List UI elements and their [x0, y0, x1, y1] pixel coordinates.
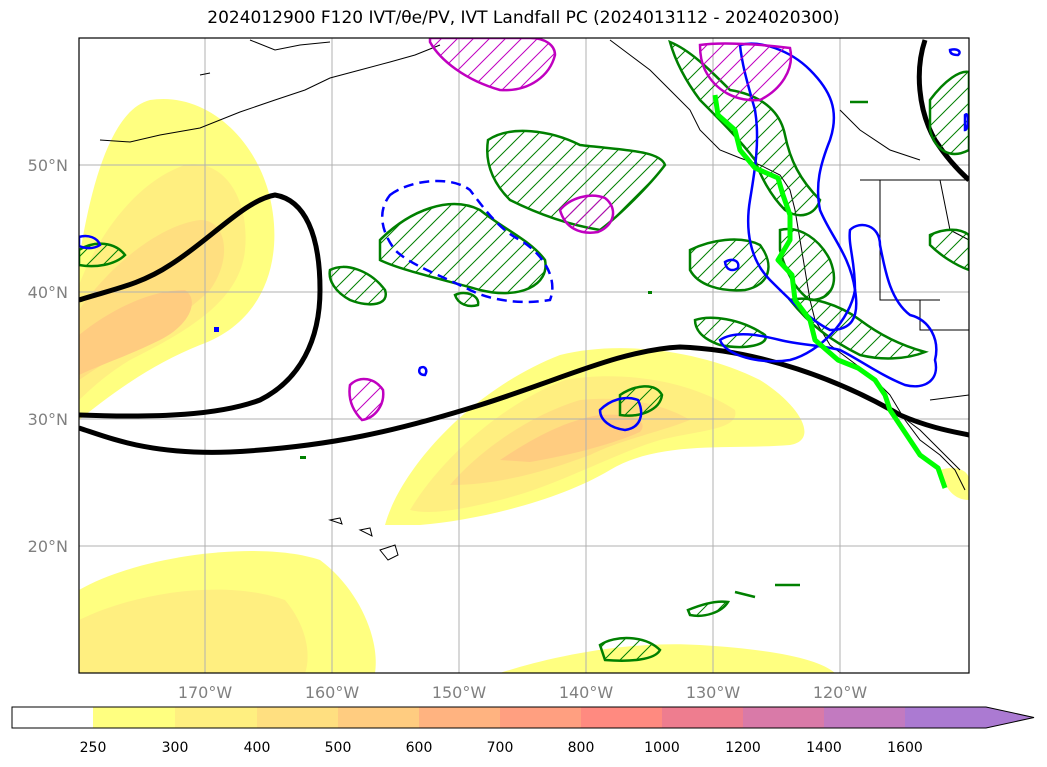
colorbar-segment [175, 707, 257, 728]
lon-label: 160°W [305, 683, 360, 702]
colorbar-segment [419, 707, 500, 728]
pc-positive-contours [79, 39, 969, 662]
landfall-line [712, 94, 948, 489]
lon-label: 150°W [432, 683, 487, 702]
pv-contours [348, 38, 793, 422]
colorbar-segment [743, 707, 824, 728]
colorbar-segment [500, 707, 581, 728]
small-pc-marker [214, 327, 219, 332]
lon-label: 120°W [813, 683, 868, 702]
map-area [79, 38, 969, 673]
lon-label: 170°W [178, 683, 233, 702]
colorbar-tick: 250 [80, 740, 107, 756]
colorbar-tick: 1600 [887, 740, 923, 756]
colorbar-tick: 1000 [644, 740, 680, 756]
colorbar-tick: 500 [325, 740, 352, 756]
colorbar-segment [338, 707, 419, 728]
colorbar-segment [93, 707, 175, 728]
colorbar-tick: 1400 [806, 740, 842, 756]
lat-label: 40°N [28, 283, 68, 302]
lon-label: 130°W [686, 683, 741, 702]
colorbar-segment [824, 707, 905, 728]
colorbar-tick: 1200 [725, 740, 761, 756]
lon-label: 140°W [559, 683, 614, 702]
colorbar-tick: 400 [244, 740, 271, 756]
lat-label: 30°N [28, 410, 68, 429]
map-frame [78, 37, 970, 674]
colorbar-segment [257, 707, 338, 728]
lat-label: 50°N [28, 156, 68, 175]
lat-label: 20°N [28, 537, 68, 556]
colorbar-segment [581, 707, 662, 728]
ivt-fill-layer [79, 98, 969, 673]
colorbar-tick: 600 [406, 740, 433, 756]
colorbar-tick: 800 [568, 740, 595, 756]
colorbar-segment [662, 707, 743, 728]
colorbar-extend-arrow [905, 707, 1034, 728]
map-title: 2024012900 F120 IVT/θe/PV, IVT Landfall … [207, 8, 840, 28]
colorbar: 250 300 400 500 600 700 800 1000 1200 14… [11, 706, 1035, 756]
colorbar-tick: 300 [162, 740, 189, 756]
colorbar-tick: 700 [487, 740, 514, 756]
